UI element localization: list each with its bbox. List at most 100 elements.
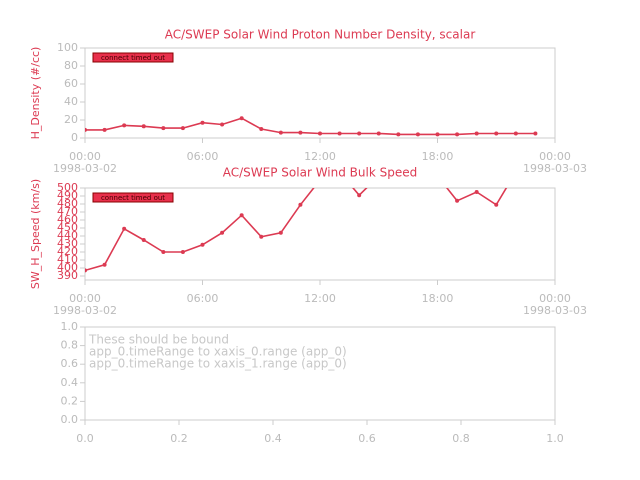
data-point [200, 120, 205, 125]
x-tick-label: 0.2 [170, 432, 188, 445]
data-point [161, 126, 166, 131]
x-tick-label: 12:00 [304, 292, 336, 305]
x-tick-label: 0.8 [452, 432, 470, 445]
series-group [85, 170, 518, 273]
data-point [180, 126, 185, 131]
y-tick-label: 410 [57, 253, 78, 266]
y-tick-label: 0.4 [61, 376, 79, 389]
status-badge [92, 52, 174, 63]
note-line: app_0.timeRange to xaxis_0.range (app_0) [89, 345, 347, 359]
x-tick-label: 00:00 [539, 150, 571, 163]
data-point [102, 127, 107, 132]
x-tick-label: 0.4 [264, 432, 282, 445]
data-point [200, 242, 205, 247]
y-tick-label: 1.0 [61, 320, 79, 333]
data-point [357, 193, 362, 198]
data-point [141, 238, 146, 242]
x-date-label: 1998-03-03 [523, 162, 587, 175]
y-tick-label: 500 [57, 181, 78, 194]
data-point [494, 131, 499, 136]
data-point [455, 198, 460, 203]
data-point [85, 127, 87, 132]
series-group [85, 116, 538, 137]
x-tick-label: 18:00 [422, 292, 454, 305]
data-point [396, 132, 401, 137]
x-tick-label: 0.6 [358, 432, 376, 445]
y-tick-label: 100 [57, 41, 78, 54]
series-line [85, 188, 508, 272]
data-point [141, 124, 146, 129]
y-tick-label: 400 [57, 261, 78, 274]
data-point [318, 131, 322, 136]
note-line: app_0.timeRange to xaxis_1.range (app_0) [89, 357, 347, 371]
data-point [436, 174, 440, 178]
plot-frame [84, 326, 556, 421]
data-point [278, 130, 283, 135]
chart-title: AC/SWEP Solar Wind Proton Number Density… [165, 28, 476, 42]
note-line: These should be bound [88, 333, 229, 347]
y-tick-label: 460 [57, 213, 78, 226]
x-tick-label: 06:00 [187, 292, 219, 305]
data-point [474, 131, 479, 136]
x-tick-label: 00:00 [69, 292, 101, 305]
data-point [161, 250, 166, 254]
x-tick-label: 00:00 [69, 150, 101, 163]
data-point [259, 234, 264, 239]
data-point [533, 131, 538, 136]
data-point [122, 226, 127, 231]
x-date-label: 1998-03-03 [523, 304, 587, 317]
y-tick-label: 0 [71, 131, 78, 144]
y-tick-label: 80 [64, 59, 78, 72]
x-tick-label: 18:00 [422, 150, 454, 163]
status-badge [92, 192, 174, 203]
status-text: connect timed out [101, 54, 165, 62]
y-tick-label: 0.2 [61, 394, 79, 407]
x-tick-label: 1.0 [546, 432, 564, 445]
y-tick-label: 390 [57, 269, 78, 282]
x-date-label: 1998-03-02 [53, 304, 117, 317]
y-tick-label: 430 [57, 237, 78, 250]
data-point [122, 123, 127, 128]
data-point [239, 213, 244, 218]
data-point [513, 131, 518, 136]
data-point [494, 202, 499, 207]
data-point [298, 130, 303, 135]
x-tick-label: 0.0 [76, 432, 94, 445]
x-tick-label: 00:00 [539, 292, 571, 305]
data-point [180, 250, 185, 254]
y-tick-label: 480 [57, 197, 78, 210]
data-point [514, 170, 518, 174]
y-tick-label: 490 [57, 189, 78, 202]
series-line [85, 117, 536, 136]
data-point [259, 127, 264, 131]
data-point [357, 131, 362, 136]
y-tick-label: 450 [57, 221, 78, 234]
data-point [239, 116, 244, 121]
data-point [102, 262, 107, 267]
y-tick-label: 0.6 [61, 357, 79, 370]
y-tick-label: 40 [64, 95, 78, 108]
data-point [455, 132, 460, 137]
chart-title: AC/SWEP Solar Wind Bulk Speed [223, 166, 417, 180]
data-point [85, 268, 87, 273]
data-point [435, 132, 440, 137]
y-tick-label: 0.8 [61, 339, 79, 352]
data-point [415, 132, 420, 137]
x-tick-label: 06:00 [187, 150, 219, 163]
data-point [337, 131, 342, 136]
x-date-label: 1998-03-02 [53, 162, 117, 175]
data-point [278, 230, 283, 235]
y-tick-label: 20 [64, 113, 78, 126]
y-tick-label: 420 [57, 245, 78, 258]
data-point [474, 190, 479, 194]
x-tick-label: 12:00 [304, 150, 336, 163]
data-point [220, 122, 225, 127]
y-tick-label: 440 [57, 229, 78, 242]
y-tick-label: 470 [57, 205, 78, 218]
y-tick-label: 0.0 [61, 413, 79, 426]
data-point [376, 131, 381, 136]
status-text: connect timed out [101, 194, 165, 202]
y-axis-label: SW_H_Speed (km/s) [29, 179, 42, 289]
y-axis-label: H_Density (#/cc) [29, 47, 42, 140]
